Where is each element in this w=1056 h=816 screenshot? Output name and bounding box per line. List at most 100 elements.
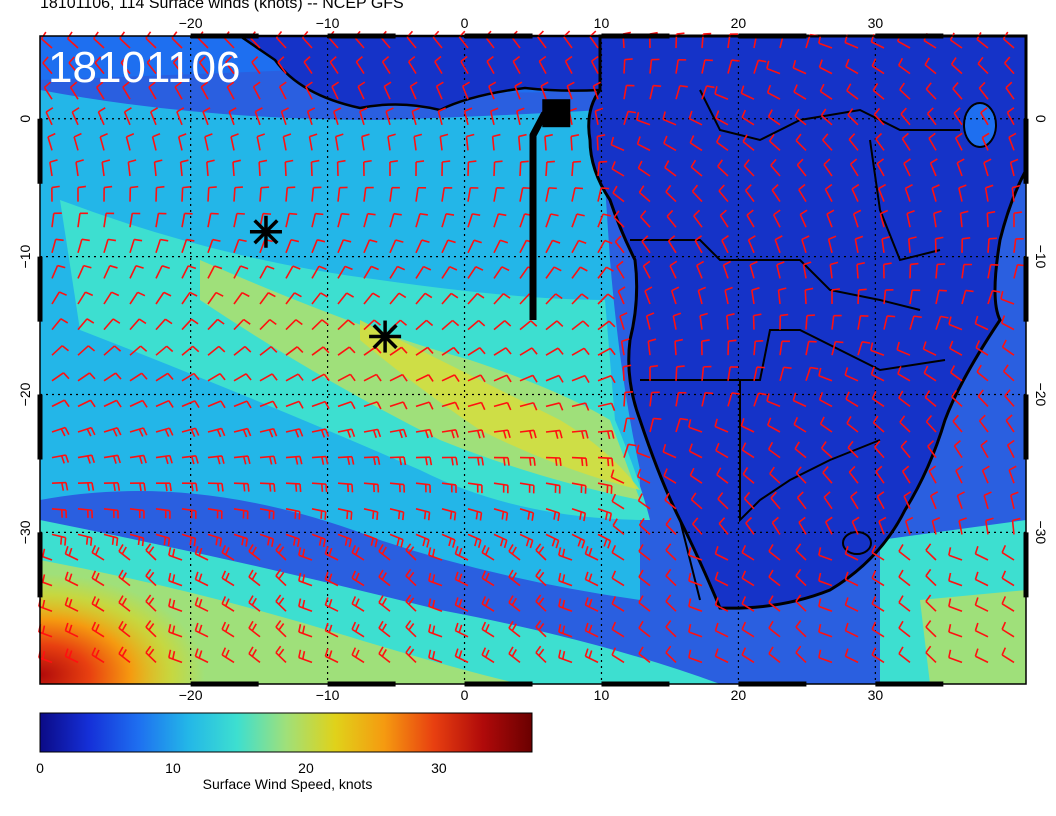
wind-barb xyxy=(118,595,131,612)
wind-barb xyxy=(73,132,82,151)
wind-barb xyxy=(900,440,911,459)
wind-barb xyxy=(285,428,304,438)
wind-barb xyxy=(207,291,224,305)
wind-barb xyxy=(649,58,660,74)
wind-barb xyxy=(508,620,521,638)
wind-barb xyxy=(129,508,145,519)
storm-asterisk-marker xyxy=(369,320,402,353)
wind-barb xyxy=(91,621,105,638)
wind-barb xyxy=(428,624,443,638)
wind-barb xyxy=(285,346,304,356)
wind-barb xyxy=(181,482,198,492)
wind-barb xyxy=(1011,517,1021,535)
wind-barb xyxy=(155,508,171,519)
wind-barb xyxy=(207,482,224,492)
wind-barb xyxy=(378,544,391,561)
wind-barb xyxy=(909,262,919,279)
wind-barb xyxy=(361,133,370,151)
wind-barb xyxy=(275,594,287,612)
wind-barb xyxy=(796,158,807,177)
wind-barb xyxy=(872,415,885,433)
wind-barb xyxy=(795,620,807,638)
wind-barb xyxy=(103,238,117,254)
wind-barb xyxy=(638,185,651,203)
wind-barb xyxy=(259,455,277,465)
wind-barb xyxy=(155,533,171,547)
wind-barb xyxy=(878,183,887,202)
wind-barb xyxy=(871,58,885,75)
wind-barb xyxy=(727,392,740,407)
wind-barb xyxy=(976,364,989,382)
wind-barb xyxy=(795,466,807,484)
wind-barb xyxy=(636,112,651,126)
wind-barb xyxy=(363,428,382,438)
wind-barb xyxy=(259,292,276,305)
wind-barb xyxy=(363,346,382,356)
wind-barb xyxy=(619,312,628,330)
wind-barb xyxy=(337,455,355,465)
wind-barb xyxy=(662,443,677,459)
wind-barb xyxy=(571,508,587,522)
wind-barb xyxy=(640,210,651,228)
wind-barb xyxy=(508,646,521,664)
wind-barb xyxy=(428,547,443,561)
wind-barb xyxy=(149,107,159,126)
wind-barb xyxy=(181,265,197,279)
wind-barb xyxy=(1013,211,1023,228)
wind-barb xyxy=(596,134,606,151)
wind-barb xyxy=(233,186,243,202)
wind-barb xyxy=(948,649,963,664)
wind-barb xyxy=(623,110,637,126)
wind-barb xyxy=(194,648,209,664)
wind-barb xyxy=(636,468,651,484)
wind-barb xyxy=(233,212,245,228)
wind-barb xyxy=(974,571,989,587)
lon-tick-bottom: 10 xyxy=(594,687,610,703)
wind-barb xyxy=(823,158,833,177)
wind-barb xyxy=(623,417,635,433)
colorbar-label: Surface Wind Speed, knots xyxy=(202,776,373,792)
wind-barb xyxy=(899,415,911,433)
wind-barb xyxy=(172,56,183,75)
wind-barb xyxy=(961,289,974,305)
wind-barb xyxy=(441,508,457,521)
wind-barb xyxy=(1000,315,1015,331)
wind-barb xyxy=(636,136,651,152)
wind-barb xyxy=(363,212,376,228)
lon-tick-top: 20 xyxy=(731,15,747,31)
wind-barb xyxy=(898,595,911,612)
wind-barb xyxy=(99,132,108,151)
wind-barb xyxy=(441,374,460,383)
wind-barb xyxy=(981,465,990,484)
lat-tick-right: −20 xyxy=(1033,383,1049,407)
wind-barb xyxy=(481,596,495,612)
wind-barb xyxy=(566,81,575,100)
wind-barb xyxy=(129,264,144,279)
wind-barb xyxy=(259,533,275,547)
wind-barb xyxy=(1001,570,1015,587)
wind-barb xyxy=(378,646,391,664)
wind-barb xyxy=(51,533,67,546)
wind-barb xyxy=(351,544,365,561)
wind-barb xyxy=(927,440,937,459)
wind-barb xyxy=(638,544,651,561)
wind-barb xyxy=(454,546,469,561)
wind-barb xyxy=(248,646,261,664)
wind-barb xyxy=(558,624,573,638)
wind-barb xyxy=(460,55,469,75)
wind-barb xyxy=(181,318,199,331)
wind-barb xyxy=(925,645,937,663)
wind-barb xyxy=(77,238,90,254)
wind-barb xyxy=(768,646,781,664)
wind-barb xyxy=(985,517,994,535)
wind-barb xyxy=(950,57,963,75)
wind-barb xyxy=(232,159,241,177)
wind-barb xyxy=(64,597,79,612)
wind-barb xyxy=(493,347,512,356)
wind-barb xyxy=(715,134,729,152)
wind-barb xyxy=(545,266,562,279)
wind-barb xyxy=(696,260,705,279)
wind-barb xyxy=(987,289,1001,305)
wind-barb xyxy=(233,291,250,305)
wind-barb xyxy=(181,291,198,305)
